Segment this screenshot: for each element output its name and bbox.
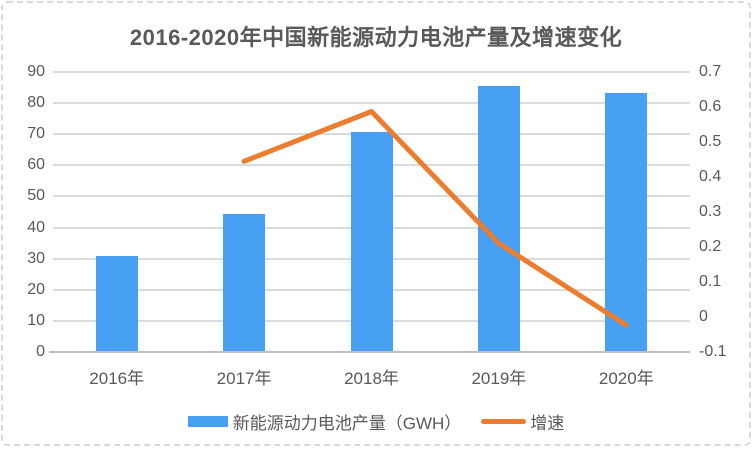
left-axis-tick-0: 0 bbox=[36, 343, 45, 360]
left-axis-tick-90: 90 bbox=[27, 63, 45, 80]
right-axis-tick-0.2: 0.2 bbox=[699, 238, 722, 255]
left-axis-tick-50: 50 bbox=[27, 187, 45, 205]
gridline bbox=[53, 102, 690, 105]
x-axis-label-2020年: 2020年 bbox=[598, 369, 654, 388]
right-axis-tick-0.4: 0.4 bbox=[699, 168, 722, 185]
legend: 新能源动力电池产量（GWH） 增速 bbox=[0, 406, 752, 436]
left-axis-tick-80: 80 bbox=[27, 94, 45, 112]
left-axis-tick-60: 60 bbox=[27, 156, 45, 174]
right-axis-tick-0.6: 0.6 bbox=[699, 98, 722, 115]
x-axis-line bbox=[49, 351, 690, 353]
left-axis-tick-70: 70 bbox=[27, 125, 45, 143]
x-axis-label-2019年: 2019年 bbox=[471, 369, 527, 388]
bar-2019年 bbox=[477, 86, 520, 352]
x-axis-label-2017年: 2017年 bbox=[216, 369, 272, 388]
growth-line bbox=[241, 109, 629, 328]
left-axis-tick-40: 40 bbox=[27, 218, 45, 236]
right-axis-tick--0.1: -0.1 bbox=[699, 343, 727, 360]
right-axis-tick-0.5: 0.5 bbox=[699, 133, 722, 150]
x-axis-label-2016年: 2016年 bbox=[89, 369, 145, 388]
legend-bar-label: 新能源动力电池产量（GWH） bbox=[232, 413, 462, 433]
left-axis-tick-10: 10 bbox=[27, 311, 45, 329]
gridline bbox=[53, 71, 690, 73]
chart-title: 2016-2020年中国新能源动力电池产量及增速变化 bbox=[129, 25, 623, 50]
x-axis-label-2018年: 2018年 bbox=[344, 369, 399, 388]
right-axis-tick-0.3: 0.3 bbox=[699, 203, 722, 220]
bar-2016年 bbox=[95, 256, 138, 352]
bar-2018年 bbox=[350, 132, 393, 352]
bar-2020年 bbox=[605, 92, 648, 352]
right-axis-tick-0.1: 0.1 bbox=[699, 273, 722, 290]
bar-2017年 bbox=[223, 213, 266, 352]
legend-line-swatch bbox=[481, 418, 527, 424]
legend-bar-swatch bbox=[187, 415, 228, 427]
legend-line-label: 增速 bbox=[530, 413, 565, 433]
left-axis-tick-30: 30 bbox=[27, 249, 45, 267]
right-axis-tick-0.7: 0.7 bbox=[699, 63, 722, 80]
left-axis-tick-20: 20 bbox=[27, 280, 45, 298]
right-axis-tick-0: 0 bbox=[699, 308, 708, 325]
